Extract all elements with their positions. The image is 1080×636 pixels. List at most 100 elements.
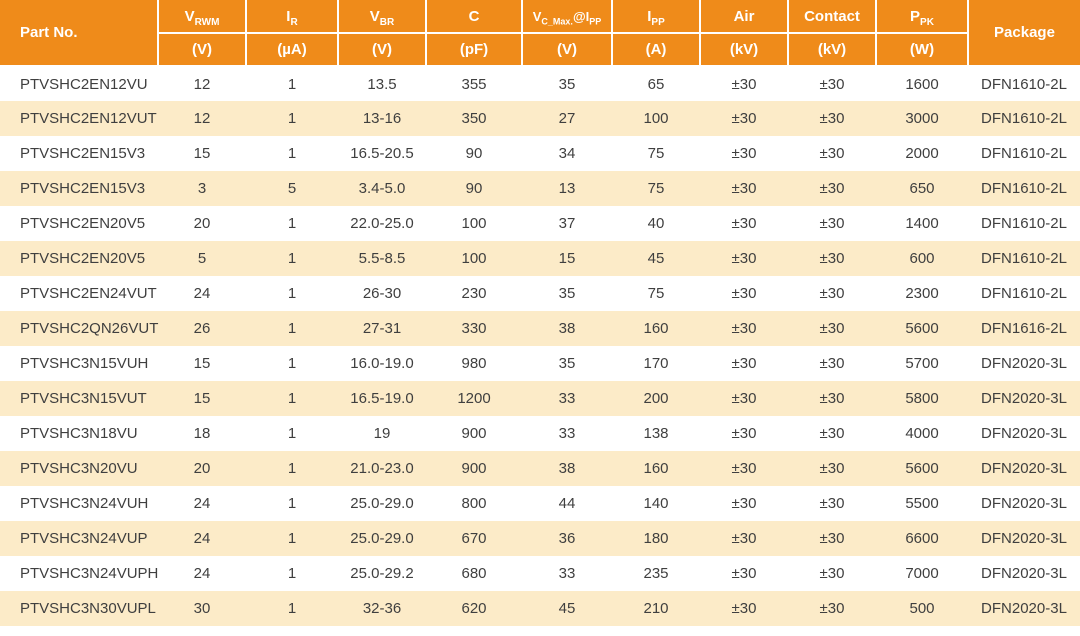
value-cell: 4000 bbox=[905, 425, 939, 442]
header-vbr: VBR bbox=[338, 0, 427, 34]
value-cell: 22.0-25.0 bbox=[350, 215, 414, 232]
value-cell: 1 bbox=[287, 75, 297, 93]
header-vcmax-sub: C_Max. bbox=[541, 16, 573, 27]
value-cell: ±30 bbox=[731, 530, 757, 547]
value-cell: 100 bbox=[461, 250, 487, 267]
value-cell: ±30 bbox=[819, 425, 845, 442]
part-no-cell: PTVSHC3N20VU bbox=[20, 460, 138, 477]
table-body: PTVSHC2EN12VU 12 1 13.5 355 35 65 ±30 ±30 1600 DFN… bbox=[0, 66, 1080, 626]
value-cell: ±30 bbox=[819, 320, 845, 337]
unit-vcmax: (V) bbox=[522, 33, 613, 67]
header-ir-main: I bbox=[286, 7, 291, 25]
value-cell: 33 bbox=[558, 390, 576, 407]
value-cell: 16.5-19.0 bbox=[350, 390, 414, 407]
header-ir: IR bbox=[246, 0, 339, 34]
value-cell: ±30 bbox=[731, 145, 757, 162]
value-cell: 24 bbox=[193, 285, 211, 302]
value-cell: 5600 bbox=[905, 320, 939, 337]
value-cell: 30 bbox=[193, 600, 211, 617]
value-cell: 44 bbox=[558, 495, 576, 512]
value-cell: 3000 bbox=[905, 110, 939, 127]
value-cell: 900 bbox=[461, 425, 487, 442]
value-cell: 5500 bbox=[905, 495, 939, 512]
part-no-cell: PTVSHC2EN15V3 bbox=[20, 145, 146, 162]
value-cell: 27 bbox=[558, 110, 576, 127]
header-vrwm-main: V bbox=[184, 7, 195, 25]
table-row: PTVSHC3N15VUT 15 1 16.5-19.0 1200 33 200 ±30 ±30… bbox=[0, 381, 1080, 416]
header-part-no: Part No. bbox=[0, 0, 159, 67]
header-ppk-main: P bbox=[910, 7, 921, 25]
header-vcmax-main2: @I bbox=[572, 8, 590, 24]
value-cell: 1 bbox=[287, 600, 297, 617]
value-cell: 230 bbox=[461, 285, 487, 302]
value-cell: 210 bbox=[643, 600, 669, 617]
package-cell: DFN2020-3L bbox=[981, 460, 1067, 477]
value-cell: 18 bbox=[193, 425, 211, 442]
header-air: Air bbox=[700, 0, 789, 34]
unit-ir: (µA) bbox=[246, 33, 339, 67]
table-row: PTVSHC3N18VU 18 1 19 900 33 138 ±30 ±30 4000 DFN20… bbox=[0, 416, 1080, 451]
value-cell: 21.0-23.0 bbox=[350, 460, 414, 477]
package-cell: DFN2020-3L bbox=[981, 390, 1067, 407]
value-cell: 25.0-29.0 bbox=[350, 495, 414, 512]
table-row: PTVSHC2EN20V5 5 1 5.5-8.5 100 15 45 ±30 ±30 600 DF… bbox=[0, 241, 1080, 276]
value-cell: ±30 bbox=[731, 215, 757, 232]
value-cell: 2000 bbox=[905, 145, 939, 162]
part-no-cell: PTVSHC2EN12VU bbox=[20, 75, 148, 93]
table-row: PTVSHC2EN24VUT 24 1 26-30 230 35 75 ±30 ±30 2300 D… bbox=[0, 276, 1080, 311]
value-cell: 6600 bbox=[905, 530, 939, 547]
value-cell: 12 bbox=[193, 75, 211, 93]
value-cell: ±30 bbox=[819, 355, 845, 372]
header-vrwm-sub: RWM bbox=[194, 16, 220, 28]
package-cell: DFN1610-2L bbox=[981, 145, 1067, 162]
value-cell: 33 bbox=[558, 565, 576, 582]
part-no-cell: PTVSHC3N15VUT bbox=[20, 390, 147, 407]
value-cell: ±30 bbox=[731, 75, 757, 93]
value-cell: 20 bbox=[193, 215, 211, 232]
value-cell: 13-16 bbox=[362, 110, 402, 127]
header-unit-row: (V) (µA) (V) (pF) (V) (A) (kV) (kV) (W) bbox=[0, 33, 1080, 67]
header-ipp-sub: PP bbox=[651, 16, 665, 28]
value-cell: 36 bbox=[558, 530, 576, 547]
value-cell: ±30 bbox=[819, 145, 845, 162]
table-row: PTVSHC3N24VUPH 24 1 25.0-29.2 680 33 235 ±30 ±30… bbox=[0, 556, 1080, 591]
package-cell: DFN1610-2L bbox=[981, 180, 1067, 197]
unit-c: (pF) bbox=[426, 33, 523, 67]
value-cell: 2300 bbox=[905, 285, 939, 302]
value-cell: 15 bbox=[193, 355, 211, 372]
value-cell: 140 bbox=[643, 495, 669, 512]
header-symbol-row: Part No. VRWM IR VBR C VC_Max.@IPP IPP A… bbox=[0, 0, 1080, 67]
value-cell: 1200 bbox=[457, 390, 491, 407]
value-cell: 1600 bbox=[905, 75, 939, 93]
package-cell: DFN2020-3L bbox=[981, 530, 1067, 547]
value-cell: 34 bbox=[558, 145, 576, 162]
unit-vrwm: (V) bbox=[158, 33, 247, 67]
header-vcmax-sub2: PP bbox=[589, 16, 602, 27]
value-cell: 235 bbox=[643, 565, 669, 582]
package-cell: DFN2020-3L bbox=[981, 565, 1067, 582]
part-no-cell: PTVSHC2QN26VUT bbox=[20, 320, 159, 337]
value-cell: 1 bbox=[287, 110, 297, 127]
table-row: PTVSHC2EN15V3 15 1 16.5-20.5 90 34 75 ±30 ±30 200… bbox=[0, 136, 1080, 171]
header-package: Package bbox=[968, 0, 1080, 67]
package-cell: DFN1610-2L bbox=[981, 215, 1067, 232]
value-cell: 13 bbox=[558, 180, 576, 197]
value-cell: 1 bbox=[287, 495, 297, 512]
value-cell: 32-36 bbox=[362, 600, 402, 617]
value-cell: ±30 bbox=[819, 110, 845, 127]
value-cell: 1 bbox=[287, 250, 297, 267]
value-cell: 670 bbox=[461, 530, 487, 547]
package-cell: DFN2020-3L bbox=[981, 600, 1067, 617]
value-cell: 24 bbox=[193, 530, 211, 547]
value-cell: 800 bbox=[461, 495, 487, 512]
value-cell: 13.5 bbox=[367, 75, 397, 93]
value-cell: 1 bbox=[287, 530, 297, 547]
value-cell: ±30 bbox=[819, 180, 845, 197]
value-cell: 350 bbox=[461, 110, 487, 127]
table-row: PTVSHC2EN12VU 12 1 13.5 355 35 65 ±30 ±30 1600 DFN… bbox=[0, 66, 1080, 101]
package-cell: DFN2020-3L bbox=[981, 355, 1067, 372]
value-cell: 160 bbox=[643, 320, 669, 337]
unit-ppk: (W) bbox=[876, 33, 969, 67]
value-cell: ±30 bbox=[731, 110, 757, 127]
